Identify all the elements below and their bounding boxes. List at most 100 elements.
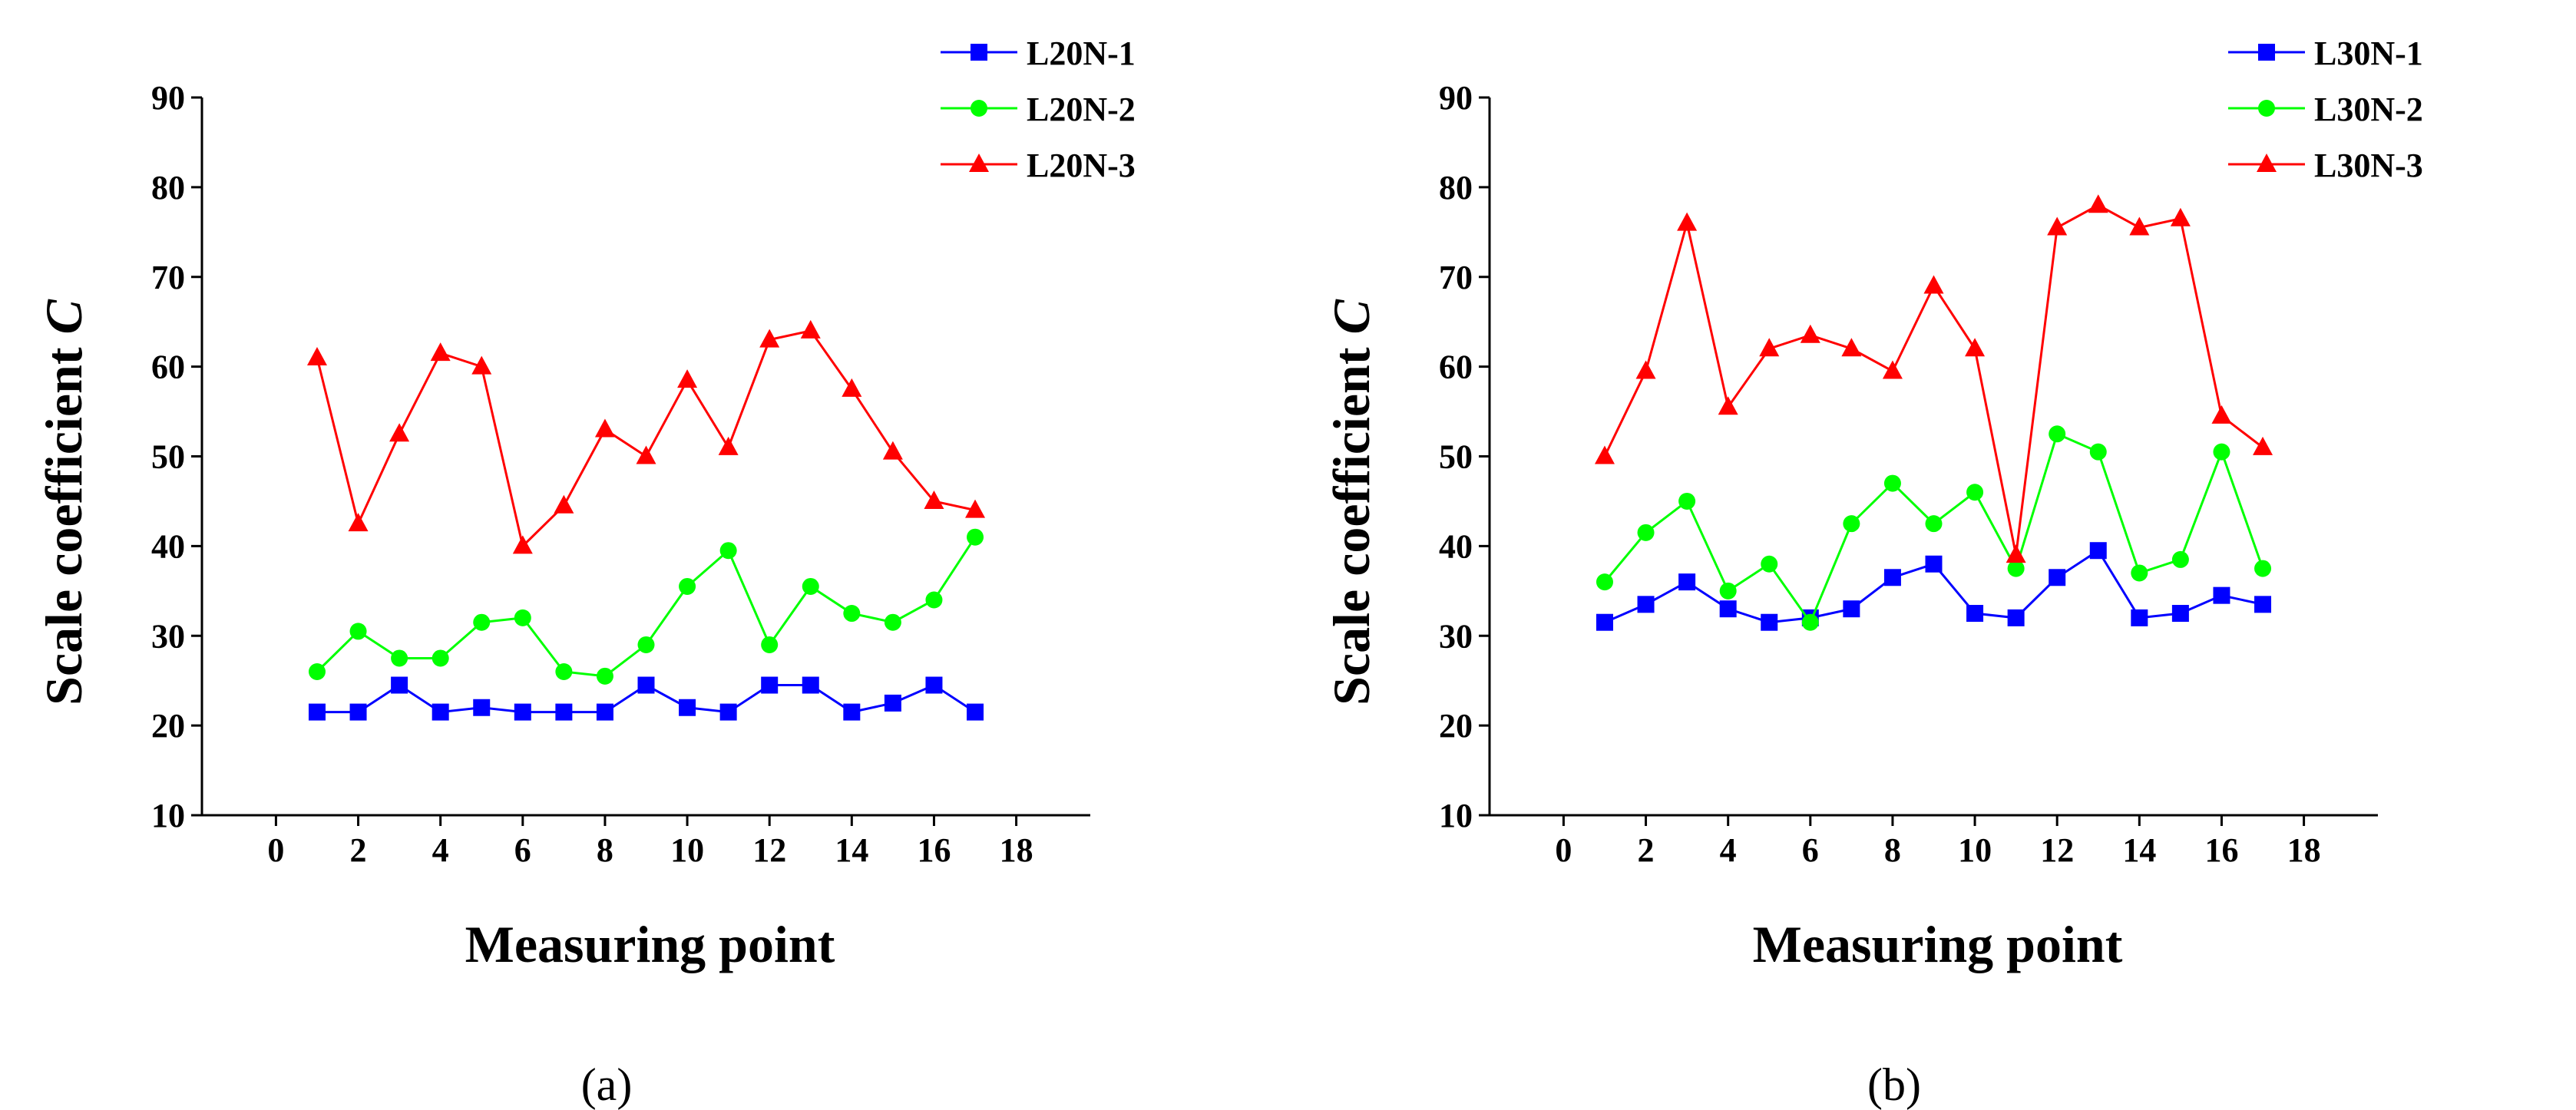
x-tick-label: 8 (1884, 831, 1901, 869)
data-point (2254, 596, 2272, 613)
data-point (2171, 605, 2189, 623)
data-point (802, 577, 819, 595)
data-point (759, 329, 780, 348)
x-tick-label: 6 (514, 831, 531, 869)
x-axis-label: Measuring point (465, 915, 835, 973)
y-tick-label: 50 (1439, 438, 1473, 476)
data-point (718, 436, 739, 455)
y-tick-label: 30 (1439, 617, 1473, 655)
data-point (1596, 573, 1613, 591)
chart-panel-a: 10 20 30 40 50 60 70 80 90 0 2 4 6 8 10 12 14 16 18 Measuri… (35, 35, 1136, 1110)
data-point (308, 663, 326, 680)
data-point (2213, 443, 2230, 461)
data-point (2171, 550, 2189, 568)
data-point (1594, 445, 1615, 464)
data-point (512, 535, 533, 554)
data-point (389, 423, 410, 442)
y-tick-label: 90 (151, 79, 185, 117)
x-tick-label: 0 (1555, 831, 1572, 869)
data-point (965, 499, 986, 518)
data-point (514, 703, 531, 721)
data-point (924, 490, 944, 509)
data-point (1678, 492, 1696, 510)
y-axis-label-text: Scale coefficient (35, 347, 93, 705)
x-tick-label: 0 (267, 831, 284, 869)
y-tick-label: 70 (151, 259, 185, 296)
x-tick-label: 16 (2204, 831, 2238, 869)
legend-marker (2257, 154, 2277, 172)
y-tick-label: 20 (151, 707, 185, 745)
data-point (2131, 609, 2148, 626)
x-tick-label: 18 (1000, 831, 1033, 869)
data-point (1718, 396, 1738, 415)
legend-item: L30N-2 (2228, 91, 2423, 128)
data-point (677, 369, 698, 388)
legend-marker (2258, 100, 2275, 117)
data-point (1678, 573, 1696, 591)
data-point (636, 445, 656, 464)
data-point (2213, 586, 2230, 604)
data-point (967, 528, 984, 546)
series-2 (308, 528, 984, 685)
x-tick-label: 6 (1802, 831, 1819, 869)
data-point (719, 703, 737, 721)
y-tick-label: 40 (1439, 527, 1473, 565)
y-tick-label: 40 (151, 527, 185, 565)
data-point (637, 676, 655, 694)
x-tick-label: 2 (1638, 831, 1655, 869)
data-point (1761, 555, 1778, 573)
data-point (1637, 524, 1655, 541)
data-point (2049, 569, 2066, 586)
data-point (842, 378, 862, 397)
data-point (1925, 515, 1943, 533)
data-point (2253, 436, 2273, 455)
panel-caption: (a) (581, 1059, 633, 1110)
data-point (2088, 194, 2108, 213)
y-tick-label: 90 (1439, 79, 1473, 117)
data-point (719, 542, 737, 560)
data-point (967, 703, 984, 721)
data-point (1635, 360, 1656, 379)
data-point (679, 699, 696, 716)
legend-marker (971, 44, 987, 61)
data-point (306, 346, 327, 365)
series-3 (306, 319, 986, 554)
data-point (555, 703, 573, 721)
data-point (884, 694, 901, 712)
x-tick-label: 4 (432, 831, 449, 869)
data-point (761, 636, 779, 653)
x-tick-label: 14 (835, 831, 868, 869)
data-point (761, 676, 779, 694)
data-point (308, 703, 326, 721)
data-point (2007, 560, 2025, 577)
data-point (2007, 609, 2025, 626)
x-tick-label: 14 (2122, 831, 2156, 869)
y-tick-label: 60 (151, 349, 185, 386)
y-axis-label: Scale coefficient C (35, 299, 93, 705)
chart-b-svg: 10 20 30 40 50 60 70 80 90 0 2 4 6 8 10 12 14 16 18 Measuri… (1322, 35, 2423, 1110)
legend-marker (2258, 44, 2275, 61)
series-line (1603, 203, 2264, 556)
y-tick-label: 30 (151, 617, 185, 655)
x-tick-label: 16 (917, 831, 951, 869)
data-point (1966, 484, 1984, 501)
data-point (2089, 443, 2107, 461)
data-point (348, 513, 369, 532)
data-point (1800, 324, 1820, 343)
data-point (679, 577, 696, 595)
data-point (391, 649, 408, 667)
x-tick-label: 2 (350, 831, 367, 869)
legend-label: L30N-2 (2314, 91, 2423, 128)
legend-label: L30N-1 (2314, 35, 2423, 72)
chart-panel-b: 10 20 30 40 50 60 70 80 90 0 2 4 6 8 10 12 14 16 18 Measuri… (1288, 0, 2575, 1110)
data-point (2006, 544, 2026, 563)
data-point (1966, 605, 1984, 623)
data-point (430, 342, 451, 362)
data-point (1761, 613, 1778, 631)
panel-caption: (b) (1867, 1059, 1921, 1110)
data-point (2129, 216, 2150, 236)
data-point (596, 703, 613, 721)
x-tick-label: 12 (2040, 831, 2074, 869)
series-1 (1596, 542, 2272, 631)
x-tick-label: 8 (597, 831, 613, 869)
